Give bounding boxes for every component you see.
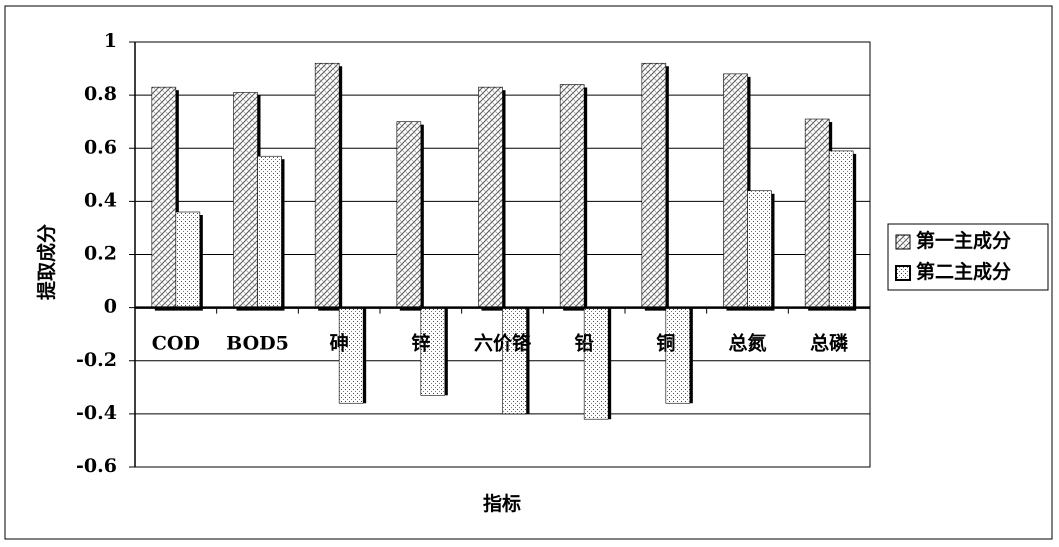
y-tick-label: 0.8	[84, 83, 117, 105]
y-tick-label: -0.2	[76, 349, 117, 371]
x-axis-title: 指标	[483, 493, 521, 515]
y-axis-title: 提取成分	[35, 224, 58, 300]
y-tick-label: 0.2	[84, 243, 117, 265]
bar	[478, 86, 503, 308]
bar	[233, 92, 258, 308]
y-tick-label: 0.4	[84, 189, 117, 211]
x-tick-label: BOD5	[226, 333, 289, 355]
y-tick-label: -0.4	[76, 402, 117, 424]
legend-swatch	[895, 234, 911, 250]
frame	[4, 5, 1053, 540]
legend-swatch	[895, 265, 911, 281]
y-tick-label: -0.6	[76, 455, 117, 477]
bar	[257, 155, 282, 308]
x-tick-label: 六价铬	[474, 332, 532, 355]
bar	[665, 307, 691, 404]
bar	[641, 62, 667, 308]
bar	[747, 190, 772, 308]
bar	[828, 150, 854, 308]
y-tick-label: 1	[104, 30, 117, 52]
bar	[151, 86, 177, 308]
x-tick-label: 铅	[575, 332, 594, 355]
y-tick-label: 0.6	[84, 136, 117, 158]
bar	[502, 307, 527, 415]
x-tick-label: 总氮	[728, 332, 766, 355]
x-tick-label: 铜	[656, 332, 675, 355]
legend-label: 第二主成分	[916, 260, 1011, 283]
bar	[723, 73, 748, 308]
bar	[314, 62, 340, 308]
bar	[338, 307, 364, 404]
bar	[175, 211, 201, 308]
bar	[559, 84, 585, 308]
y-tick-label: 0	[104, 296, 117, 318]
legend-box	[887, 223, 1049, 291]
x-tick-label: 锌	[411, 332, 430, 355]
bar	[804, 118, 830, 308]
x-tick-label: COD	[152, 333, 200, 355]
bar	[583, 307, 609, 420]
bar	[420, 307, 446, 396]
legend-label: 第一主成分	[916, 229, 1011, 252]
x-tick-label: 总磷	[810, 332, 848, 355]
x-tick-label: 砷	[330, 333, 349, 355]
bar	[396, 121, 422, 308]
